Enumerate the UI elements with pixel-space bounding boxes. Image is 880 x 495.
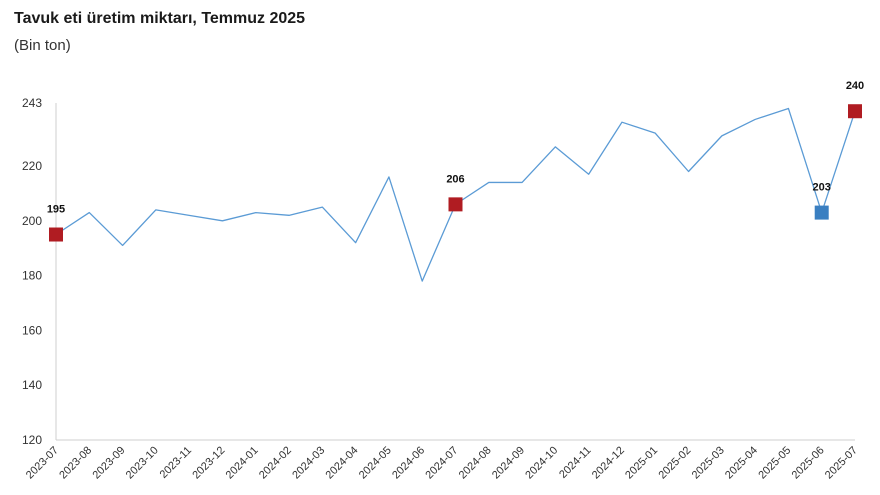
- y-tick-label: 120: [22, 433, 42, 447]
- data-label: 206: [446, 173, 464, 185]
- x-tick-label: 2023-12: [190, 444, 227, 481]
- x-tick-label: 2024-08: [457, 444, 494, 481]
- highlight-marker: [814, 205, 829, 220]
- highlight-marker: [448, 197, 463, 212]
- x-tick-label: 2023-07: [24, 444, 61, 481]
- x-tick-label: 2025-06: [790, 444, 827, 481]
- y-tick-label: 140: [22, 378, 42, 392]
- x-tick-label: 2025-01: [623, 444, 660, 481]
- x-axis-ticks: 2023-072023-082023-092023-102023-112023-…: [24, 444, 860, 481]
- x-tick-label: 2023-09: [90, 444, 127, 481]
- x-tick-label: 2024-11: [557, 444, 593, 480]
- x-tick-label: 2025-03: [690, 444, 727, 481]
- x-tick-label: 2024-01: [224, 444, 261, 481]
- x-tick-label: 2023-08: [57, 444, 94, 481]
- x-tick-label: 2024-12: [590, 444, 627, 481]
- y-tick-label: 220: [22, 159, 42, 173]
- y-tick-label: 180: [22, 269, 42, 283]
- x-tick-label: 2024-03: [290, 444, 327, 481]
- x-tick-label: 2025-05: [756, 444, 793, 481]
- chart-subtitle: (Bin ton): [14, 37, 71, 54]
- y-tick-label: 200: [22, 214, 42, 228]
- highlight-marker: [848, 104, 862, 119]
- chart-title: Tavuk eti üretim miktarı, Temmuz 2025: [14, 10, 306, 27]
- highlight-marker: [49, 227, 63, 242]
- y-tick-label: 160: [22, 323, 42, 337]
- x-tick-label: 2024-05: [357, 444, 394, 481]
- x-tick-label: 2025-07: [823, 444, 860, 481]
- x-tick-label: 2023-11: [158, 444, 194, 480]
- series-line: [55, 107, 856, 282]
- data-label: 195: [47, 204, 65, 216]
- data-label: 203: [813, 182, 831, 194]
- chart-axes: [55, 103, 855, 441]
- series-line-group: [55, 107, 856, 282]
- data-label: 240: [846, 80, 864, 92]
- x-tick-label: 2024-02: [257, 444, 294, 481]
- y-tick-label: 243: [22, 96, 42, 110]
- y-axis-ticks: 120 140 160 180 200 220 243: [22, 96, 42, 447]
- x-tick-label: 2025-04: [723, 444, 760, 481]
- x-tick-label: 2024-04: [324, 444, 361, 481]
- x-tick-label: 2023-10: [124, 444, 161, 481]
- x-tick-label: 2024-07: [423, 444, 460, 481]
- x-tick-label: 2025-02: [656, 444, 693, 481]
- x-tick-label: 2024-09: [490, 444, 527, 481]
- highlight-markers: 195 206 203 240: [47, 80, 864, 242]
- x-tick-label: 2024-10: [523, 444, 560, 481]
- x-tick-label: 2024-06: [390, 444, 427, 481]
